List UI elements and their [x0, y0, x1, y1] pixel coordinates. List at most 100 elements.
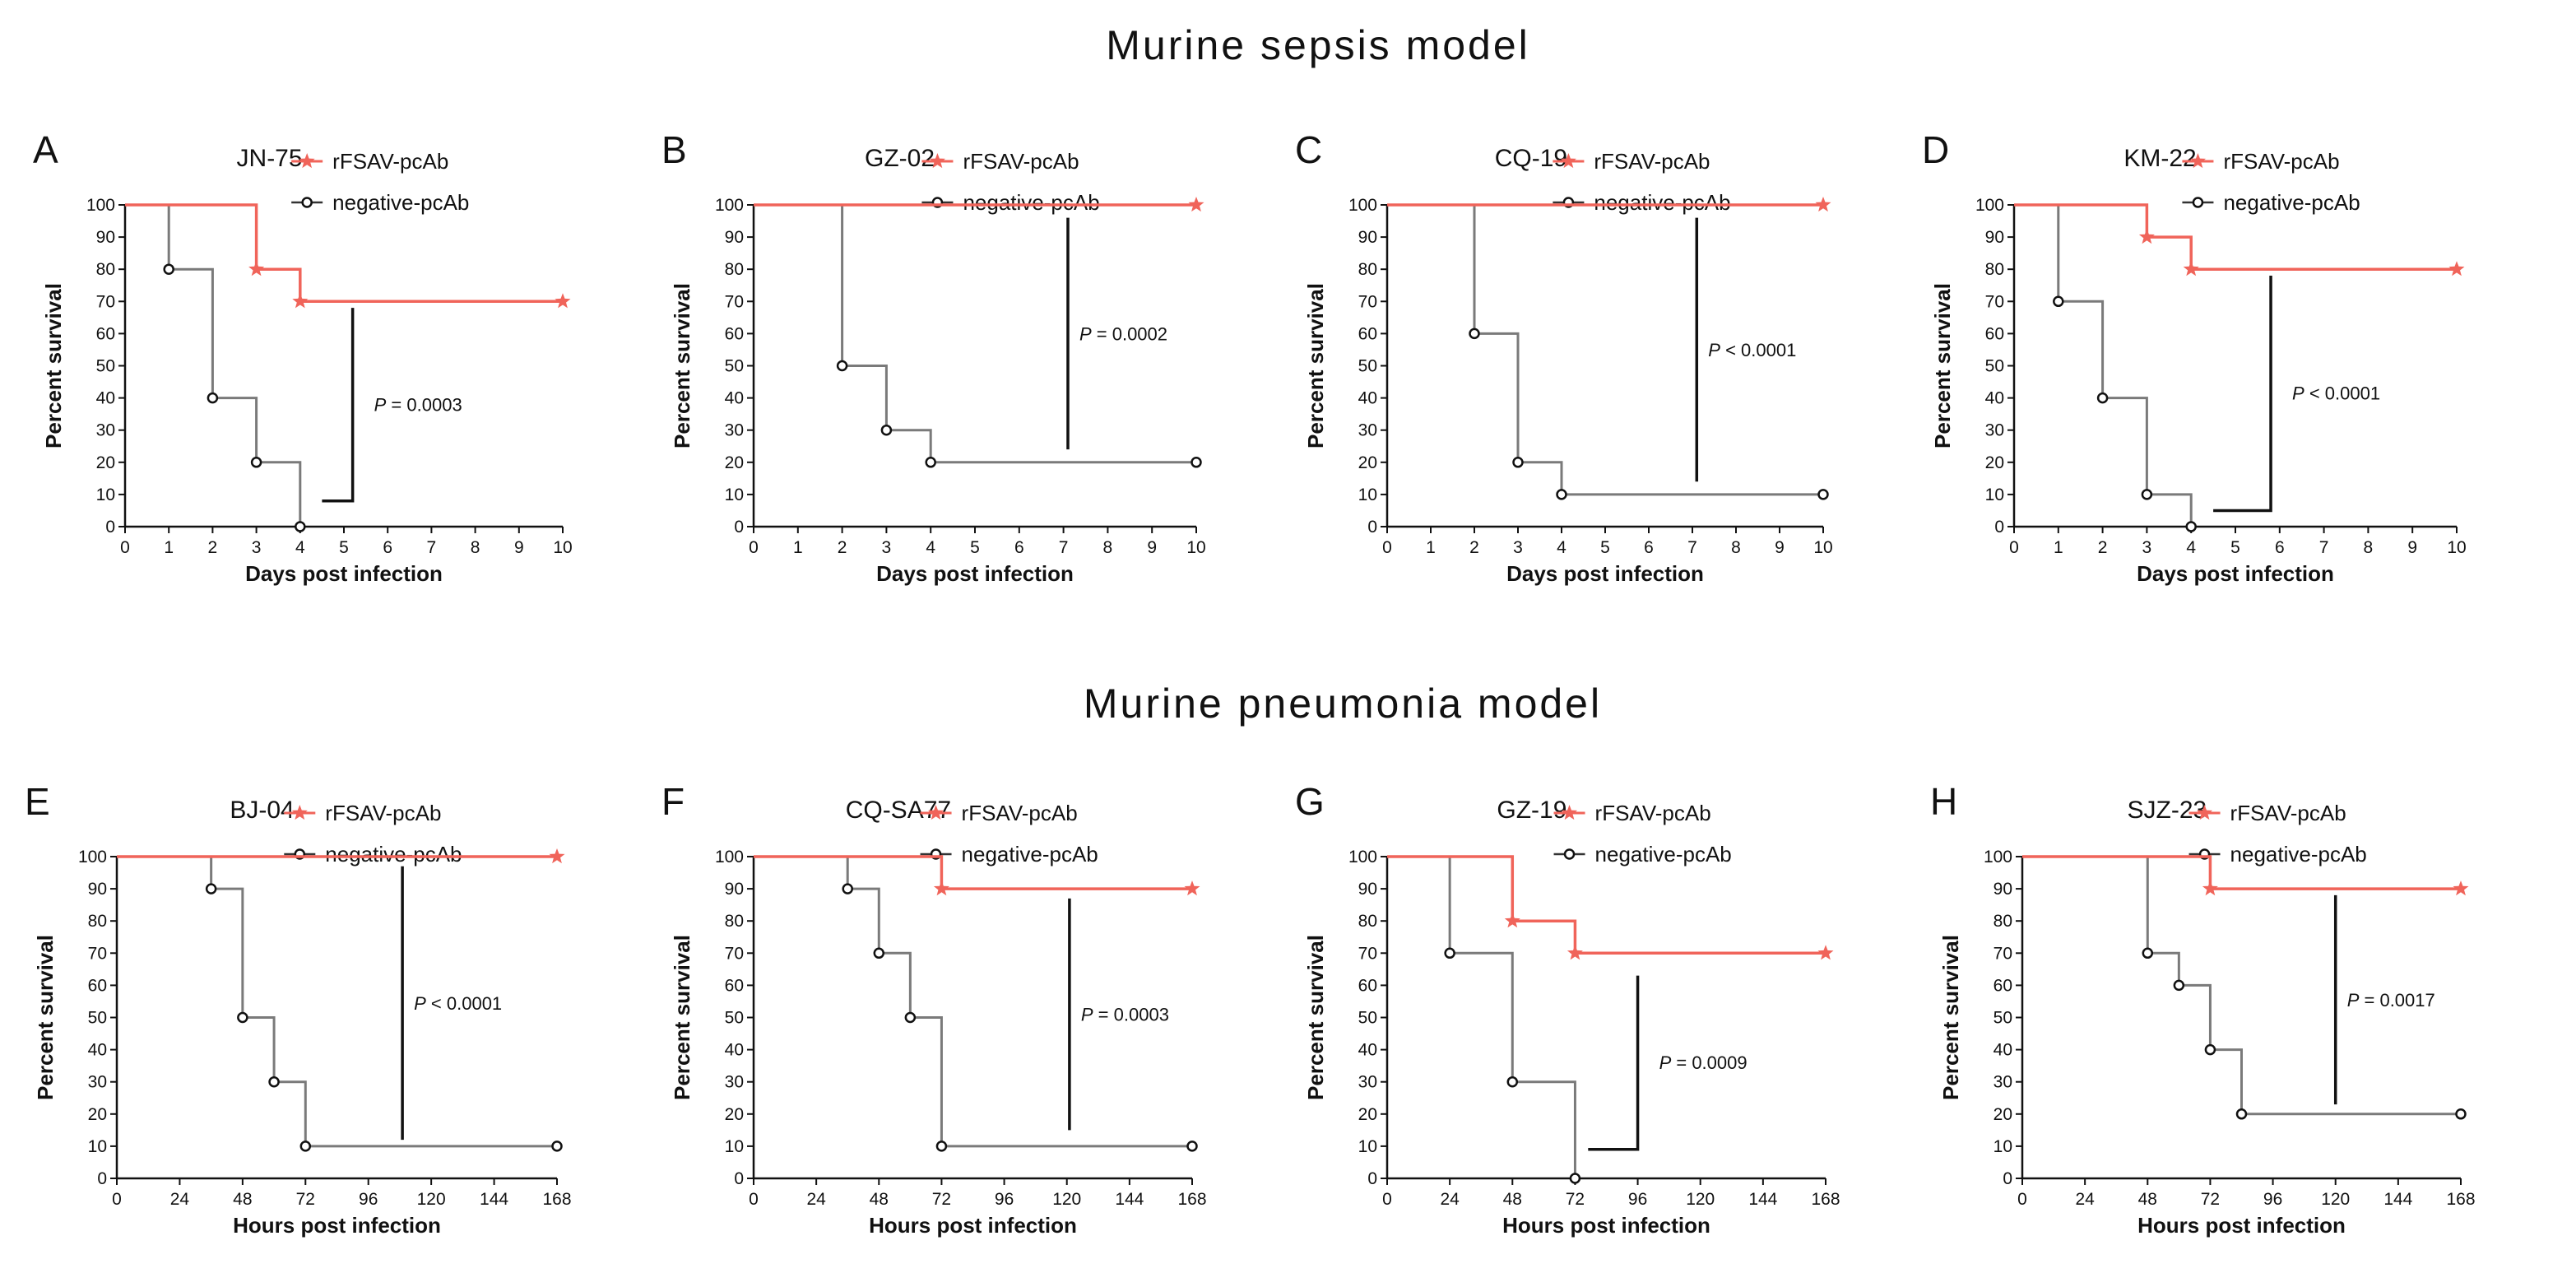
x-tick-label: 6 [2275, 538, 2285, 557]
p-symbol: P [1079, 323, 1092, 344]
y-axis-label: Percent survival [670, 283, 694, 448]
x-tick-label: 10 [1186, 538, 1205, 557]
legend-label-control: negative-pcAb [2223, 190, 2360, 215]
data-point-control [268, 1076, 280, 1088]
x-tick-label: 0 [749, 1190, 759, 1209]
x-tick-label: 96 [1628, 1190, 1647, 1209]
y-tick-label: 100 [715, 848, 744, 866]
y-tick-label: 10 [725, 1137, 744, 1156]
y-tick-label: 0 [1367, 1169, 1377, 1188]
x-tick-label: 0 [120, 538, 130, 557]
x-axis-label: Days post infection [2137, 561, 2334, 586]
data-point-control [207, 392, 219, 404]
p-value-number: < 0.0001 [1720, 340, 1796, 360]
y-tick-label: 70 [725, 292, 744, 311]
p-symbol: P [1659, 1052, 1672, 1073]
x-tick-label: 168 [2446, 1190, 2475, 1209]
y-tick-label: 60 [88, 976, 107, 995]
y-tick-label: 80 [1993, 912, 2012, 931]
panel-b: B GZ-02 rFSAV-pcAbnegative-pcAb01020304050… [661, 128, 1206, 586]
x-tick-label: 144 [1115, 1190, 1144, 1209]
panel-letter: A [33, 128, 58, 171]
y-axis-label: Percent survival [1930, 283, 1955, 448]
p-value-number: < 0.0001 [426, 993, 502, 1014]
series-line-control [754, 855, 1192, 1148]
significance-bracket [2213, 276, 2272, 513]
x-tick-label: 24 [1440, 1190, 1460, 1209]
legend-star-marker [291, 805, 308, 820]
x-tick-label: 120 [1686, 1190, 1715, 1209]
series-line-control [2014, 203, 2193, 527]
panel-letter: F [661, 780, 685, 823]
y-tick-label: 60 [96, 324, 115, 343]
y-tick-label: 40 [88, 1041, 107, 1060]
x-tick-label: 96 [2263, 1190, 2282, 1209]
panels-layer: A JN-75 rFSAV-pcAbnegative-pcAb01020304050… [25, 128, 2476, 1238]
x-tick-label: 9 [1147, 538, 1157, 557]
y-tick-label: 20 [725, 1105, 744, 1124]
y-tick-label: 10 [88, 1137, 107, 1156]
x-tick-label: 168 [542, 1190, 571, 1209]
data-point-control [1506, 1076, 1519, 1088]
x-axis-label: Hours post infection [2137, 1213, 2346, 1238]
x-tick-label: 144 [2383, 1190, 2412, 1209]
panel-title: GZ-02 [865, 145, 935, 172]
y-tick-label: 50 [725, 357, 744, 376]
legend-star-marker [2189, 153, 2206, 169]
y-tick-label: 0 [1994, 518, 2004, 537]
x-tick-label: 7 [1059, 538, 1069, 557]
data-point-control [299, 1141, 312, 1152]
x-tick-label: 144 [1748, 1190, 1777, 1209]
panel-letter: B [661, 128, 687, 171]
y-tick-label: 50 [1358, 357, 1377, 376]
x-tick-label: 7 [2319, 538, 2329, 557]
y-tick-label: 60 [1358, 324, 1377, 343]
y-tick-label: 70 [88, 944, 107, 963]
p-value-label: P < 0.0001 [1708, 340, 1796, 360]
p-symbol: P [414, 993, 426, 1014]
x-tick-label: 3 [1513, 538, 1523, 557]
data-point-control [2185, 521, 2197, 532]
data-point-control [2204, 1043, 2216, 1056]
x-tick-label: 24 [2075, 1190, 2095, 1209]
y-tick-label: 60 [725, 976, 744, 995]
x-tick-label: 96 [359, 1190, 378, 1209]
x-tick-label: 4 [1557, 538, 1566, 557]
data-point-control [842, 883, 853, 894]
data-point-control [873, 947, 885, 959]
y-tick-label: 10 [1358, 1137, 1377, 1156]
data-point-treated [1566, 945, 1583, 960]
y-tick-label: 20 [1358, 453, 1377, 472]
x-tick-label: 0 [1382, 538, 1392, 557]
y-tick-label: 20 [88, 1105, 107, 1124]
legend-label-treated: rFSAV-pcAb [2230, 801, 2346, 825]
panel-letter: D [1922, 128, 1949, 171]
x-tick-label: 72 [2201, 1190, 2220, 1209]
y-tick-label: 0 [734, 1169, 744, 1188]
legend-label-control: negative-pcAb [1595, 842, 1732, 866]
y-tick-label: 60 [1985, 324, 2004, 343]
y-axis-label: Percent survival [670, 935, 694, 1100]
data-point-control [904, 1011, 917, 1024]
x-tick-label: 120 [417, 1190, 446, 1209]
y-tick-label: 100 [1984, 848, 2012, 866]
x-tick-label: 48 [870, 1190, 889, 1209]
x-tick-label: 7 [427, 538, 437, 557]
x-tick-label: 4 [295, 538, 305, 557]
x-tick-label: 8 [1103, 538, 1113, 557]
series-line-control [2022, 855, 2461, 1116]
panel-title: CQ-SA77 [846, 797, 951, 824]
y-tick-label: 20 [725, 453, 744, 472]
y-tick-label: 40 [1358, 1041, 1377, 1060]
data-point-control [237, 1011, 248, 1024]
series-line-treated [2014, 203, 2457, 271]
x-tick-label: 4 [926, 538, 935, 557]
x-tick-label: 10 [1813, 538, 1832, 557]
x-axis-label: Hours post infection [869, 1213, 1077, 1238]
data-point-treated [2202, 880, 2218, 896]
y-tick-label: 20 [1993, 1105, 2012, 1124]
x-tick-label: 1 [793, 538, 803, 557]
y-tick-label: 30 [725, 421, 744, 440]
x-tick-label: 72 [296, 1190, 315, 1209]
